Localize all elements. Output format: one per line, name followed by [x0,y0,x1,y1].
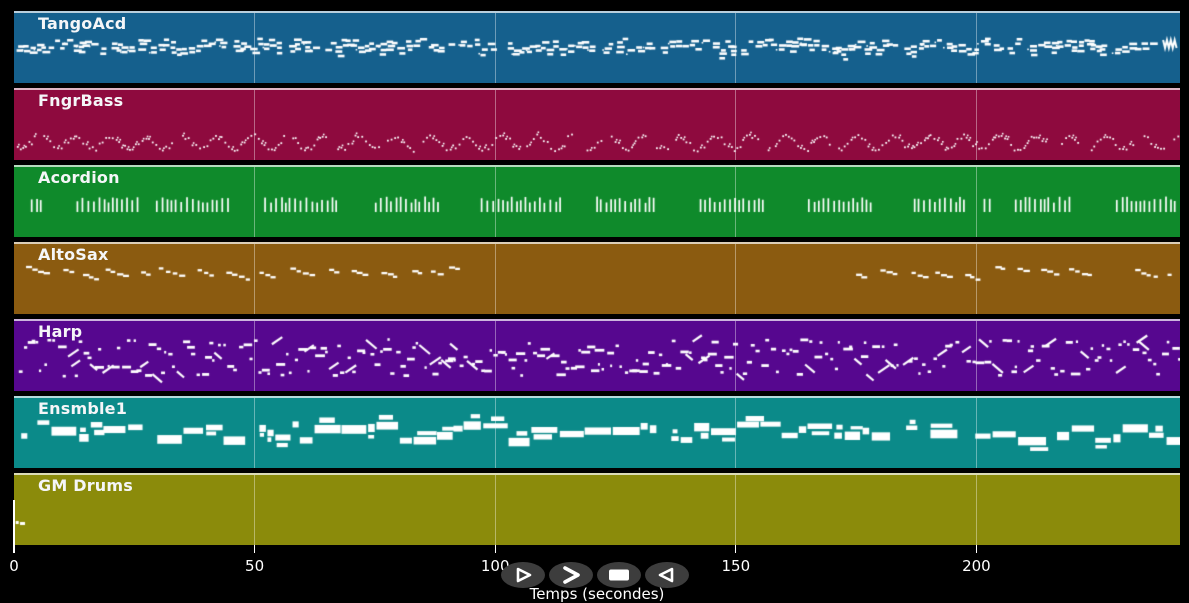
track-label: Acordion [38,168,120,187]
axis-tick-label: 50 [245,557,265,575]
axis-tick-150 [735,545,737,553]
play-button[interactable] [501,562,545,588]
track-row-fngrbass: FngrBass [14,88,1180,160]
stop-button[interactable] [597,562,641,588]
track-label: GM Drums [38,476,133,495]
axis-tick-100 [494,545,496,553]
track-row-harp: Harp [14,319,1180,391]
stop-icon [609,569,629,581]
rewind-button[interactable] [645,562,689,588]
track-notes-canvas [14,244,1180,314]
fast-forward-icon [563,566,580,584]
track-label: AltoSax [38,245,109,264]
track-notes-canvas [14,398,1180,468]
axis-tick-label: 200 [962,557,991,575]
track-label: Ensmble1 [38,399,128,418]
track-label: FngrBass [38,91,124,110]
track-row-ensmble1: Ensmble1 [14,396,1180,468]
track-notes-canvas [14,167,1180,237]
track-notes-canvas [14,475,1180,545]
axis-tick-200 [975,545,978,553]
track-notes-canvas [14,321,1180,391]
track-row-gm-drums: GM Drums [14,473,1180,545]
track-row-altosax: AltoSax [14,242,1180,314]
axis-tick-50 [253,545,256,553]
axis-tick-label: 150 [721,557,751,575]
track-label: Harp [38,322,83,341]
x-axis-label: Temps (secondes) [529,585,665,603]
track-notes-canvas [14,13,1180,83]
fast-forward-button[interactable] [549,562,593,588]
track-notes-canvas [14,90,1180,160]
play-icon [516,567,532,583]
axis-tick-label: 0 [9,557,19,575]
rewind-icon [658,567,674,583]
track-row-acordion: Acordion [14,165,1180,237]
track-row-tangoacd: TangoAcd [14,11,1180,83]
playhead-cursor [13,500,15,553]
track-label: TangoAcd [38,14,127,33]
